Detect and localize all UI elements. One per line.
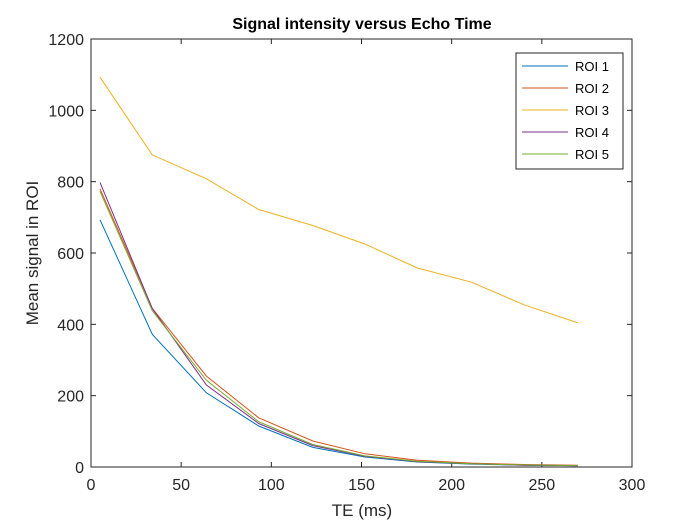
x-axis-label: TE (ms)	[332, 501, 392, 520]
y-tick-label: 1200	[48, 32, 84, 49]
y-tick-label: 800	[57, 175, 84, 192]
chart-title: Signal intensity versus Echo Time	[232, 16, 491, 33]
y-tick-label: 200	[57, 389, 84, 406]
x-tick-label: 250	[528, 477, 555, 494]
y-tick-label: 1000	[48, 103, 84, 120]
x-tick-label: 50	[172, 477, 190, 494]
legend: ROI 1 ROI 2 ROI 3 ROI 4 ROI 5	[515, 52, 624, 170]
x-tick-label: 0	[87, 477, 96, 494]
y-tick-label: 600	[57, 246, 84, 263]
legend-entry: ROI 4	[575, 125, 609, 140]
legend-entry: ROI 2	[575, 81, 609, 96]
series-line-roi-3	[99, 76, 579, 324]
legend-box	[515, 52, 624, 170]
x-tick-label: 150	[348, 477, 375, 494]
x-tick-label: 300	[619, 477, 646, 494]
series-line-roi-5	[99, 191, 578, 467]
y-tick-label: 400	[57, 317, 84, 334]
x-tick-label: 100	[258, 477, 285, 494]
legend-entry: ROI 1	[575, 59, 609, 74]
series-lines	[99, 76, 579, 467]
x-tick-label: 200	[438, 477, 465, 494]
y-axis-label: Mean signal in ROI	[23, 181, 42, 326]
series-line-roi-2	[99, 188, 578, 466]
y-tick-label: 0	[75, 460, 84, 477]
legend-entry: ROI 3	[575, 103, 609, 118]
legend-entry: ROI 5	[575, 147, 609, 162]
axis-ticks: 0 50 100 150 200 250 300 0 200 400 600 800 1000 1200	[48, 32, 645, 494]
